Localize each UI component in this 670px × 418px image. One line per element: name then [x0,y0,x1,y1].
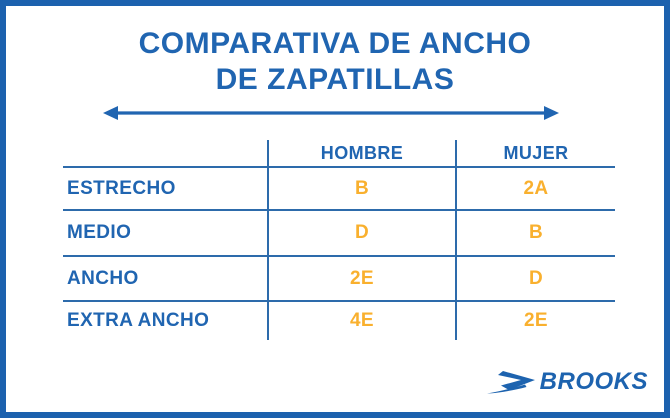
value-medio-mujer: B [457,211,615,257]
brooks-swoosh-icon [486,370,535,393]
column-header-mujer: MUJER [457,140,615,168]
title-line-2: DE ZAPATILLAS [215,63,455,96]
double-arrow-icon [103,106,559,120]
column-header-hombre: HOMBRE [267,140,457,168]
value-extra-ancho-mujer: 2E [523,310,549,331]
value-ancho-mujer: D [457,257,615,302]
row-label-extra-ancho: EXTRA ANCHO [67,310,210,331]
row-label-medio: MEDIO [63,211,267,257]
value-estrecho-mujer: 2A [457,168,615,211]
width-comparison-table: HOMBRE MUJER ESTRECHO B 2A MEDIO D B ANC… [63,140,615,340]
brooks-logo: BROOKS [486,368,648,396]
value-estrecho-hombre: B [267,168,457,211]
title-line-1: COMPARATIVA DE ANCHO [138,27,532,60]
table-corner-cell [63,140,267,168]
row-label-ancho: ANCHO [63,257,267,302]
value-extra-ancho-hombre: 4E [267,302,457,340]
page-title: COMPARATIVA DE ANCHO DE ZAPATILLAS [6,26,664,98]
width-axis-arrow [103,105,559,121]
row-label-estrecho: ESTRECHO [63,168,267,211]
value-ancho-hombre: 2E [267,257,457,302]
value-medio-hombre: D [267,211,457,257]
brooks-logo-text: BROOKS [539,368,648,395]
